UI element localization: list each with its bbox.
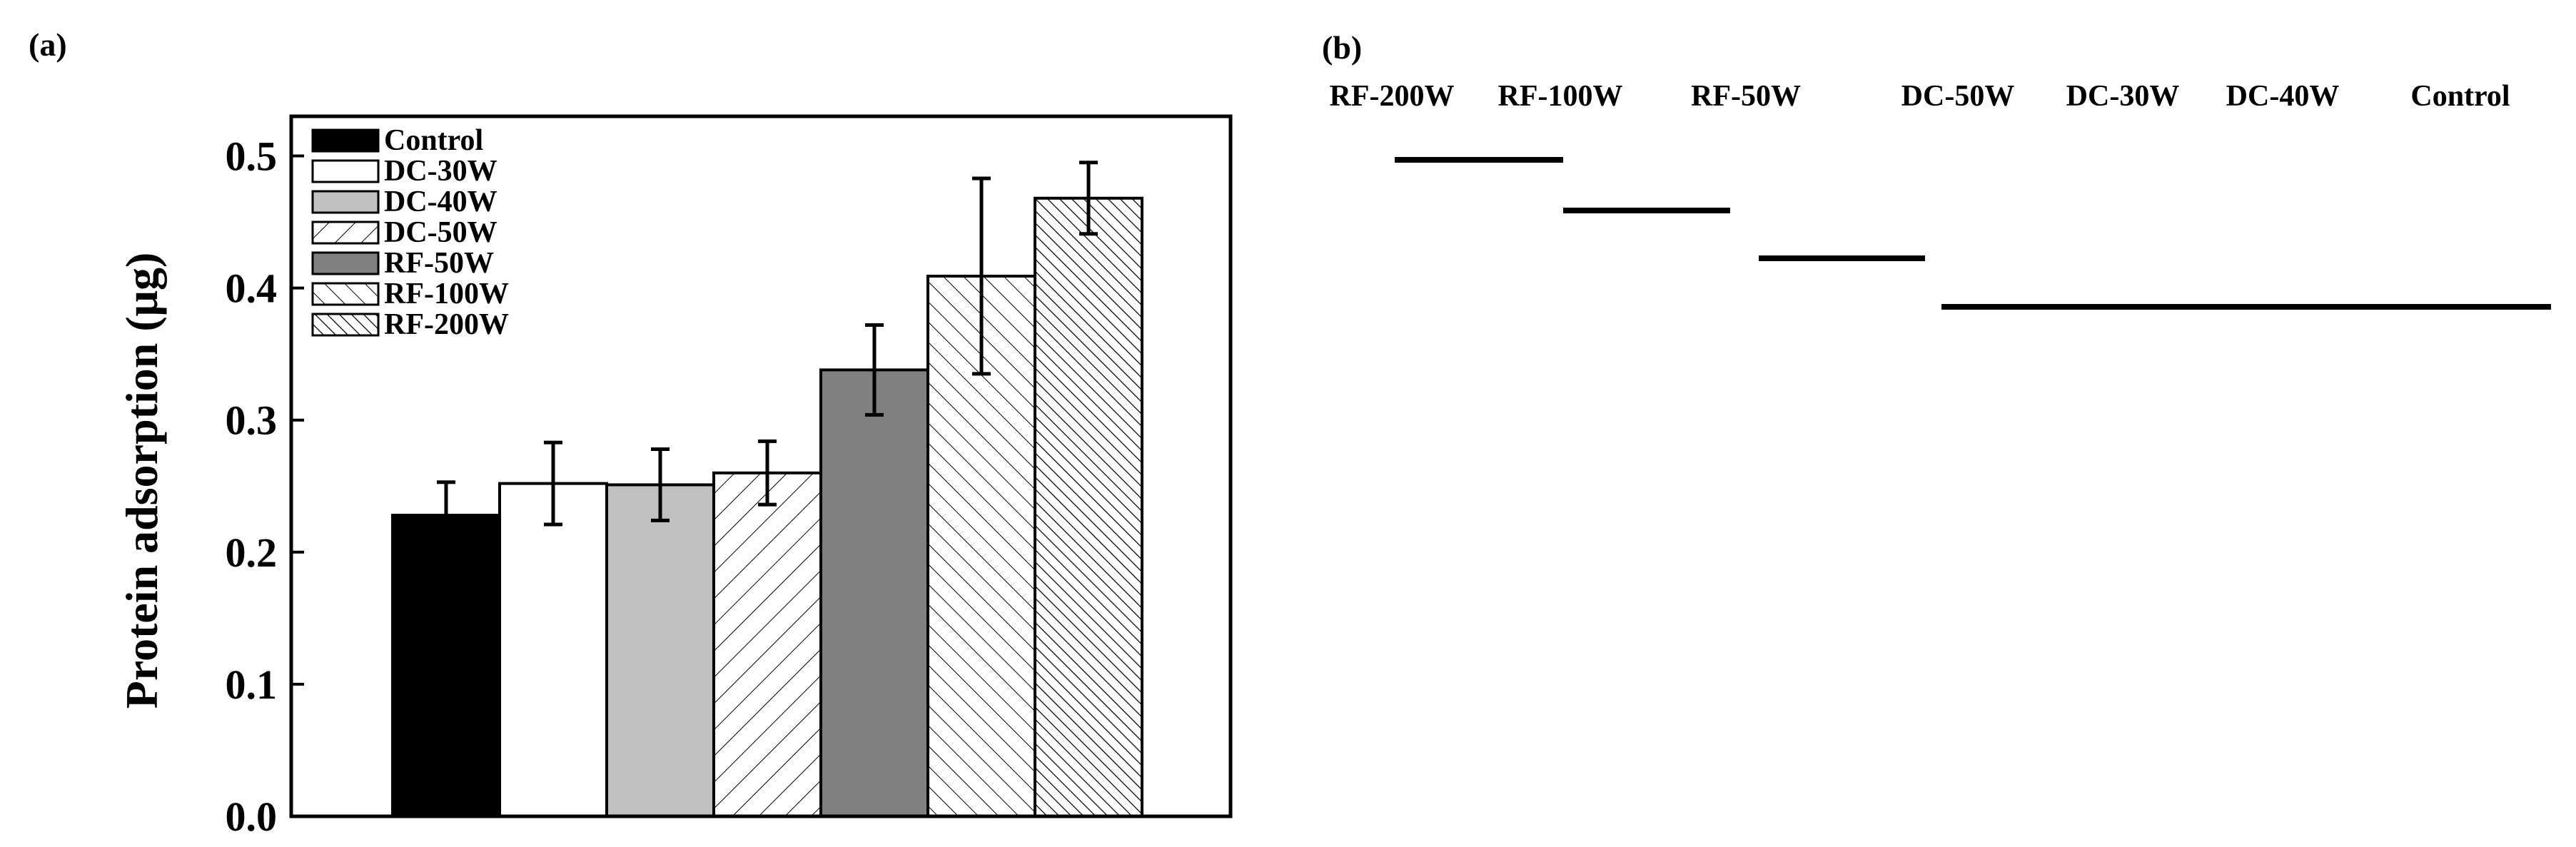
panel-a-label: (a) xyxy=(29,26,67,63)
y-axis-label: Protein adsorption (μg) xyxy=(116,253,167,709)
legend-swatch xyxy=(311,282,380,306)
bar-dc-50w xyxy=(712,471,822,818)
legend: ControlDC-30WDC-40WDC-50WRF-50WRF-100WRF… xyxy=(311,124,509,341)
legend-entry-dc-50w: DC-50W xyxy=(311,216,497,249)
y-tick-label: 0.4 xyxy=(226,265,278,312)
bar-rf-50w xyxy=(819,368,929,818)
bar-control xyxy=(391,513,501,818)
legend-swatch xyxy=(311,190,380,214)
legend-label: Control xyxy=(384,124,483,157)
legend-label: RF-100W xyxy=(384,278,509,310)
y-tick-label: 0.0 xyxy=(226,793,278,840)
ranking-label-rf-100w: RF-100W xyxy=(1498,80,1623,113)
ranking-labels: RF-200W RF-100W RF-50W DC-50W DC-30W DC-40W Co… xyxy=(1330,80,2510,113)
ranking-label-rf-50w: RF-50W xyxy=(1691,80,1801,113)
y-tick-label: 0.3 xyxy=(226,397,278,444)
plot-frame xyxy=(289,114,1233,818)
legend-entry-rf-200w: RF-200W xyxy=(311,308,509,341)
ranking-label-rf-200w: RF-200W xyxy=(1330,80,1455,113)
legend-swatch xyxy=(311,251,380,275)
legend-entry-control: Control xyxy=(311,124,483,157)
error-bar-rf-200w xyxy=(1079,161,1098,236)
y-tick-label: 0.1 xyxy=(226,661,278,708)
legend-entry-dc-30w: DC-30W xyxy=(311,155,497,188)
bar-rf-200w xyxy=(1034,196,1143,818)
ranking-label-dc-30w: DC-30W xyxy=(2066,80,2180,113)
legend-swatch xyxy=(311,128,380,153)
legend-swatch xyxy=(311,220,380,245)
legend-entry-rf-100w: RF-100W xyxy=(311,278,509,310)
error-bar-dc-40w xyxy=(651,447,670,522)
error-bars xyxy=(437,161,1098,550)
legend-swatch xyxy=(311,313,380,337)
ranking-label-dc-50w: DC-50W xyxy=(1901,80,2015,113)
legend-entry-dc-40w: DC-40W xyxy=(311,186,497,218)
error-bar-dc-50w xyxy=(758,439,777,507)
ranking-label-dc-40w: DC-40W xyxy=(2226,80,2340,113)
bar-dc-40w xyxy=(605,483,715,818)
legend-label: DC-40W xyxy=(384,186,497,218)
legend-label: RF-200W xyxy=(384,308,509,341)
legend-label: DC-30W xyxy=(384,155,497,188)
ranking-panel: RF-200W RF-100W RF-50W DC-50W DC-30W DC-40W Co… xyxy=(1330,80,2551,310)
bar-dc-30w xyxy=(498,482,608,818)
error-bar-rf-100w xyxy=(972,176,991,376)
y-tick-label: 0.5 xyxy=(226,133,278,180)
y-tick-label: 0.2 xyxy=(226,529,278,576)
panel-b-label: (b) xyxy=(1322,29,1362,66)
error-bar-control xyxy=(437,480,455,550)
y-axis-ticks: 0.0 0.1 0.2 0.3 0.4 0.5 xyxy=(226,133,304,840)
legend-entry-rf-50w: RF-50W xyxy=(311,247,494,280)
legend-swatch xyxy=(311,159,380,183)
legend-label: DC-50W xyxy=(384,216,497,249)
bar-chart: 0.0 0.1 0.2 0.3 0.4 0.5 ControlDC-30WDC-40WDC… xyxy=(116,114,1233,840)
ranking-lines xyxy=(1395,157,2551,310)
legend-label: RF-50W xyxy=(384,247,494,280)
error-bar-rf-50w xyxy=(865,323,884,417)
ranking-label-control: Control xyxy=(2410,80,2510,113)
error-bar-dc-30w xyxy=(544,440,562,527)
